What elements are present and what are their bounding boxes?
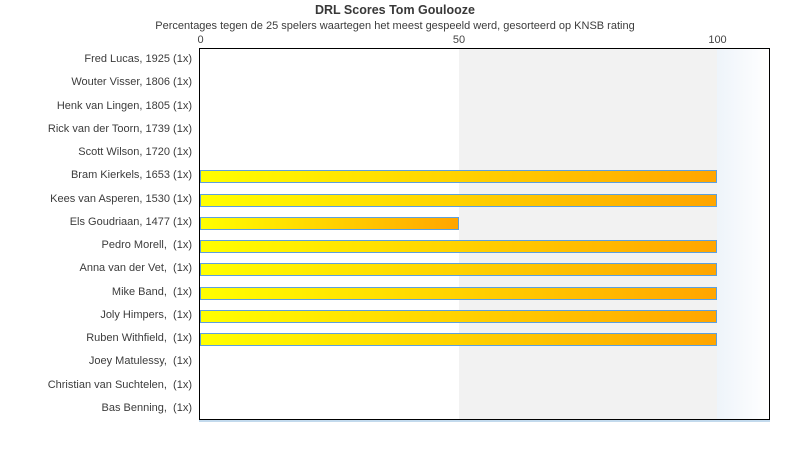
score-bar (200, 193, 717, 207)
chart-subtitle: Percentages tegen de 25 spelers waartege… (155, 20, 635, 32)
y-axis-label: Bram Kierkels, 1653 (1x) (70, 169, 192, 182)
score-bar (200, 240, 717, 254)
bar-row (200, 305, 769, 328)
y-axis-label: Kees van Asperen, 1530 (1x) (50, 192, 192, 205)
bar-row (200, 119, 769, 142)
score-bar (200, 309, 717, 323)
bar-row (200, 142, 769, 165)
y-axis-label: Christian van Suchtelen, (1x) (47, 378, 192, 391)
score-bar (200, 170, 717, 184)
x-tick-label-50: 50 (452, 34, 466, 46)
x-tick-label-0: 0 (197, 34, 204, 46)
score-bar (200, 333, 717, 347)
y-axis-label: Rick van der Toorn, 1739 (1x) (47, 122, 192, 135)
bar-row (200, 328, 769, 351)
y-axis-label: Fred Lucas, 1925 (1x) (84, 53, 192, 65)
y-axis-label: Joly Himpers, (1x) (100, 308, 192, 321)
score-bar (200, 216, 459, 230)
y-axis-label: Bas Benning, (1x) (101, 401, 193, 414)
x-tick-label-100: 100 (708, 34, 727, 46)
plot-bottom-accent-line (199, 420, 770, 422)
bar-row (200, 351, 769, 374)
bar-row (200, 212, 769, 235)
bar-rows (200, 49, 769, 419)
bar-row (200, 49, 769, 72)
bar-row (200, 96, 769, 119)
bar-row (200, 375, 769, 398)
y-axis-label: Wouter Visser, 1806 (1x) (71, 76, 192, 89)
background-band-50-100 (458, 49, 717, 419)
bar-row (200, 189, 769, 212)
bar-row (200, 165, 769, 188)
score-bar (200, 286, 717, 300)
bar-row (200, 398, 769, 421)
bar-row (200, 282, 769, 305)
bar-row (200, 258, 769, 281)
y-axis-label: Pedro Morell, (1x) (101, 239, 192, 251)
plot-area (199, 48, 770, 420)
background-band-right (717, 49, 769, 419)
chart-title: DRL Scores Tom Goulooze (315, 3, 475, 17)
score-bar (200, 263, 717, 277)
y-axis-label: Mike Band, (1x) (111, 285, 192, 298)
y-axis-label: Scott Wilson, 1720 (1x) (78, 146, 192, 158)
y-axis-label: Els Goudriaan, 1477 (1x) (69, 215, 192, 228)
y-axis-label: Joey Matulessy, (1x) (88, 355, 192, 368)
y-axis-label: Henk van Lingen, 1805 (1x) (56, 99, 192, 112)
bar-row (200, 72, 769, 95)
y-axis-label: Anna van der Vet, (1x) (79, 262, 192, 275)
y-axis-labels: Fred Lucas, 1925 (1x) Wouter Visser, 1806… (0, 48, 192, 420)
bar-row (200, 235, 769, 258)
y-axis-label: Ruben Withfield, (1x) (86, 332, 192, 344)
x-axis-ticks: 0 50 100 (0, 34, 790, 47)
